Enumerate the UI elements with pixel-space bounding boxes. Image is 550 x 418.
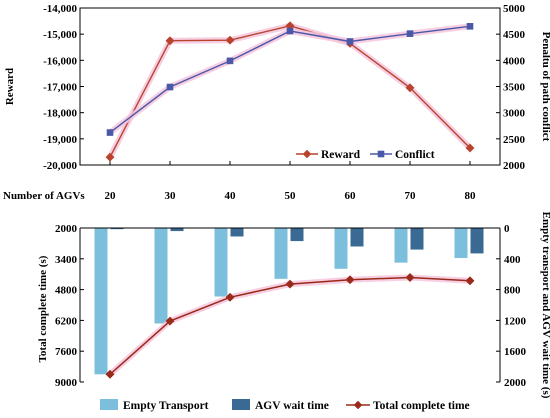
conflict-point bbox=[466, 23, 474, 30]
right-tick-label: 2000 bbox=[503, 160, 526, 172]
y-axis-left-label: Total complete time (s) bbox=[37, 255, 49, 362]
left-tick-label: -18,000 bbox=[43, 108, 77, 120]
empty-transport-bar bbox=[94, 228, 108, 375]
reward-point bbox=[405, 83, 415, 93]
right-tick-label: 2000 bbox=[504, 377, 527, 389]
agv-wait-bar bbox=[470, 228, 484, 254]
agv-wait-bar bbox=[410, 228, 424, 250]
reward-point bbox=[165, 36, 175, 46]
total-time-point bbox=[405, 272, 415, 283]
legend-conflict-marker bbox=[377, 150, 385, 158]
conflict-point bbox=[286, 27, 294, 35]
left-tick-label: 2000 bbox=[55, 223, 78, 235]
right-tick-label: 5000 bbox=[503, 3, 526, 15]
agv-wait-bar bbox=[230, 228, 244, 237]
top-chart: -14,000 -15,000 -16,000 -17,000 -18,000 -19,0… bbox=[3, 3, 550, 202]
empty-transport-bar bbox=[454, 228, 468, 259]
legend-reward-label: Reward bbox=[321, 149, 361, 161]
reward-point bbox=[465, 143, 475, 153]
right-tick-label: 4500 bbox=[503, 29, 526, 41]
reward-point bbox=[225, 35, 235, 45]
left-tick-label: 6200 bbox=[55, 315, 78, 327]
total-time-point bbox=[225, 292, 235, 302]
x-tick-label: 30 bbox=[165, 190, 177, 202]
left-tick-label: -15,000 bbox=[43, 29, 77, 41]
right-tick-label: 2500 bbox=[503, 134, 526, 146]
y-axis-left-label: Reward bbox=[4, 68, 16, 105]
legend-agv-wait-swatch bbox=[232, 399, 250, 410]
empty-transport-bar bbox=[334, 228, 348, 269]
conflict-point bbox=[406, 30, 414, 37]
total-time-point bbox=[465, 276, 475, 286]
total-time-point bbox=[285, 279, 295, 289]
legend-empty-transport-swatch bbox=[100, 399, 118, 410]
total-time-point bbox=[165, 316, 175, 326]
y-axis-right-label: Penaltu of path conflict bbox=[540, 32, 550, 142]
left-tick-label: -16,000 bbox=[43, 55, 77, 67]
agv-wait-bar bbox=[350, 228, 364, 247]
conflict-line-halo bbox=[107, 23, 473, 136]
conflict-point bbox=[106, 129, 114, 136]
right-tick-label: 3000 bbox=[503, 108, 526, 120]
agv-wait-bar bbox=[290, 228, 304, 242]
right-tick-label: 3500 bbox=[503, 82, 526, 94]
x-tick-label: 20 bbox=[105, 190, 117, 202]
right-tick-label: 1600 bbox=[504, 346, 527, 358]
x-tick-label: 40 bbox=[225, 190, 237, 202]
right-tick-label: 800 bbox=[504, 285, 521, 297]
conflict-point bbox=[166, 83, 174, 91]
empty-transport-bar bbox=[214, 228, 228, 297]
right-tick-label: 400 bbox=[504, 254, 521, 266]
total-time-point bbox=[105, 369, 115, 379]
legend-empty-transport-label: Empty Transport bbox=[123, 400, 209, 412]
left-tick-label: 3400 bbox=[55, 254, 78, 266]
right-tick-label: 4000 bbox=[503, 55, 526, 67]
empty-transport-bar bbox=[154, 228, 168, 324]
total-time-point bbox=[345, 275, 355, 285]
x-tick-label: 70 bbox=[405, 190, 417, 202]
left-tick-label: 4800 bbox=[55, 285, 78, 297]
legend-reward-marker bbox=[302, 149, 312, 159]
agv-wait-bar bbox=[110, 228, 124, 230]
bottom-chart: 2000 3400 4800 6200 7600 9000 0 400 800 1200 1600 2… bbox=[37, 212, 550, 412]
x-tick-label: 50 bbox=[285, 190, 297, 202]
conflict-point bbox=[346, 38, 354, 45]
right-tick-label: 1200 bbox=[504, 315, 527, 327]
x-tick-label: 60 bbox=[345, 190, 357, 202]
empty-transport-bar bbox=[274, 228, 288, 279]
y-axis-right-label: Empty transport and AGV wait time (s) bbox=[540, 212, 550, 399]
x-axis-label: Number of AGVs bbox=[3, 190, 85, 202]
left-tick-label: 7600 bbox=[55, 346, 78, 358]
right-tick-label: 0 bbox=[504, 223, 510, 235]
legend-conflict-label: Conflict bbox=[395, 149, 435, 161]
left-tick-label: -19,000 bbox=[43, 134, 77, 146]
legend-total-time-label: Total complete time bbox=[373, 400, 470, 412]
legend-total-time-marker bbox=[353, 400, 363, 410]
agv-wait-bar bbox=[170, 228, 184, 232]
conflict-line bbox=[109, 25, 471, 134]
left-tick-label: -17,000 bbox=[43, 82, 77, 94]
reward-point bbox=[105, 152, 115, 162]
conflict-point bbox=[226, 57, 234, 65]
left-tick-label: -14,000 bbox=[43, 3, 77, 15]
legend-agv-wait-label: AGV wait time bbox=[255, 400, 329, 412]
empty-transport-bar bbox=[394, 228, 408, 263]
left-tick-label: -20,000 bbox=[43, 160, 77, 172]
left-tick-label: 9000 bbox=[55, 377, 78, 389]
x-tick-label: 80 bbox=[465, 190, 477, 202]
